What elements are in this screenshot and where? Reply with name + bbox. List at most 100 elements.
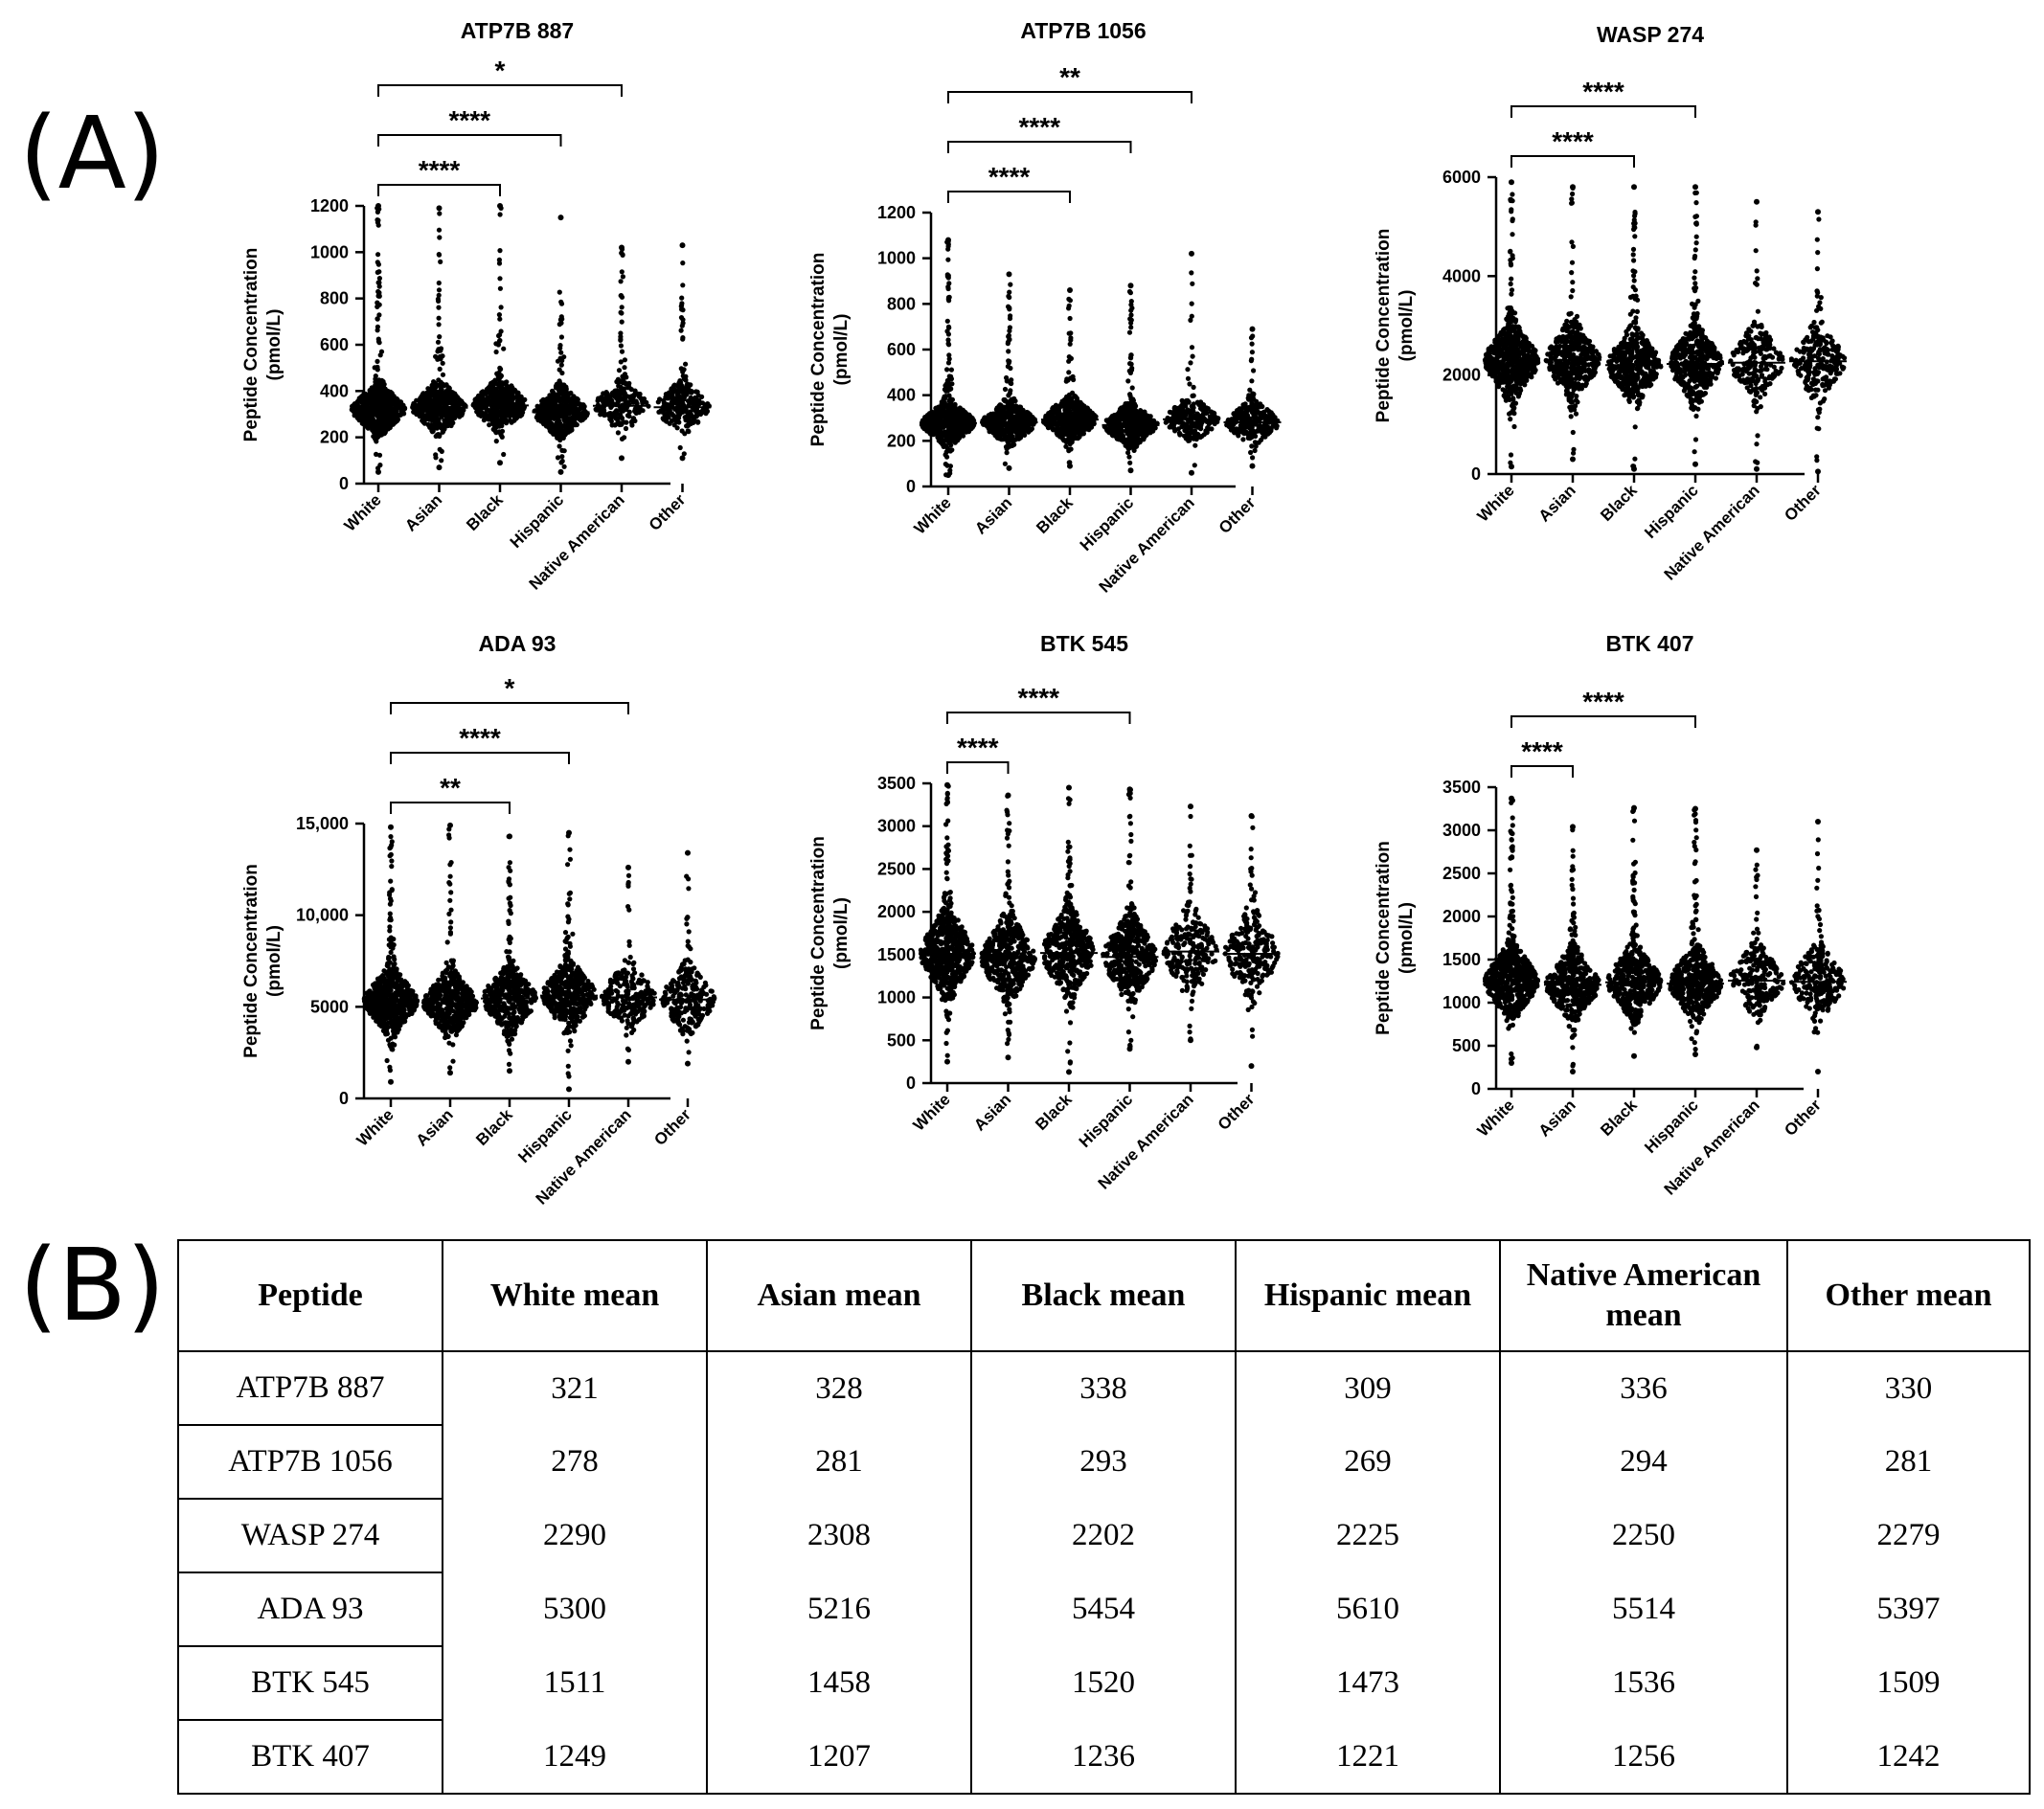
data-point: [559, 454, 565, 460]
data-point: [618, 343, 625, 349]
data-point: [1132, 408, 1138, 414]
data-point: [427, 415, 433, 420]
data-point: [1198, 399, 1204, 405]
data-point: [556, 384, 562, 390]
data-point-min: [945, 472, 951, 479]
data-point: [1137, 413, 1143, 418]
data-point: [1066, 410, 1072, 416]
data-point: [619, 305, 625, 310]
data-point: [1122, 437, 1127, 442]
data-point: [496, 312, 503, 318]
y-tick-label: 0: [339, 474, 349, 493]
data-point: [948, 409, 954, 415]
data-point: [1008, 282, 1013, 287]
data-point: [954, 438, 960, 443]
data-point: [1249, 350, 1255, 355]
data-point: [1246, 407, 1252, 413]
data-point: [562, 416, 568, 421]
data-point: [1201, 404, 1207, 410]
data-point: [671, 416, 678, 421]
x-tick-label: Asian: [971, 493, 1015, 537]
data-point: [618, 330, 624, 336]
data-point: [1011, 438, 1016, 443]
data-point: [924, 414, 930, 419]
y-tick-label: 400: [320, 381, 349, 400]
significance-label: ****: [419, 155, 461, 185]
data-point: [609, 390, 616, 396]
data-point: [1118, 406, 1124, 412]
data-point: [559, 458, 565, 464]
significance-bracket: [377, 184, 501, 196]
data-point: [685, 428, 691, 434]
data-point: [1176, 430, 1182, 436]
y-axis-label-line: (pmol/L): [264, 309, 284, 381]
data-point: [553, 414, 559, 419]
data-point: [945, 284, 951, 290]
data-point-max: [619, 244, 625, 251]
data-point: [358, 396, 364, 402]
data-point: [623, 425, 629, 432]
data-point: [557, 343, 563, 349]
data-point: [375, 222, 381, 228]
data-point-min: [1067, 463, 1073, 469]
data-point: [535, 413, 541, 418]
data-point: [994, 407, 1000, 413]
data-point: [547, 428, 553, 434]
data-point: [1004, 374, 1010, 381]
y-tick-label: 6000: [1442, 168, 1481, 187]
data-point: [368, 395, 374, 400]
data-point: [946, 298, 952, 304]
data-point: [377, 463, 383, 468]
data-point: [1252, 447, 1258, 454]
data-point: [499, 428, 506, 434]
data-point: [372, 433, 378, 439]
data-point: [493, 349, 499, 355]
data-point: [1071, 411, 1077, 417]
data-point: [699, 394, 705, 399]
data-point: [686, 419, 692, 425]
significance-bracket: [377, 134, 562, 147]
data-point: [679, 301, 685, 306]
chart-title: ATP7B 1056: [1020, 18, 1146, 43]
data-point: [1191, 401, 1196, 407]
data-point: [439, 425, 444, 431]
data-point: [985, 423, 990, 429]
data-point: [944, 379, 951, 385]
data-point: [1145, 427, 1150, 433]
significance-bracket: [947, 191, 1071, 203]
swarm-other: [655, 242, 713, 462]
data-point: [1066, 392, 1072, 397]
data-point: [1018, 427, 1024, 433]
data-point: [492, 428, 498, 434]
data-point: [555, 397, 560, 403]
data-point: [608, 418, 615, 424]
data-point: [372, 410, 377, 417]
data-point: [388, 422, 394, 428]
data-point: [514, 414, 520, 419]
data-point: [1208, 409, 1215, 415]
data-point: [360, 412, 366, 418]
data-point: [1014, 407, 1020, 413]
significance-label: ****: [448, 105, 490, 135]
data-point: [1199, 433, 1205, 440]
swarm-native-american: [1163, 250, 1221, 476]
data-point: [624, 419, 629, 425]
data-point: [1007, 306, 1012, 312]
data-point: [548, 406, 554, 412]
y-tick-label: 800: [887, 294, 916, 313]
data-point: [1256, 404, 1261, 410]
y-tick-label: 0: [1471, 464, 1481, 484]
data-point: [674, 425, 680, 431]
data-point: [1190, 281, 1195, 286]
data-point: [1134, 425, 1140, 431]
data-point: [431, 425, 437, 431]
y-axis-label: Peptide Concentration (pmol/L): [1374, 229, 1417, 423]
swarm-asian: [410, 205, 468, 471]
data-point: [367, 398, 373, 404]
data-point: [678, 379, 684, 385]
data-point: [375, 261, 381, 267]
data-point: [1247, 436, 1253, 441]
data-point: [448, 391, 454, 396]
data-point: [440, 360, 445, 366]
data-point: [498, 373, 505, 379]
